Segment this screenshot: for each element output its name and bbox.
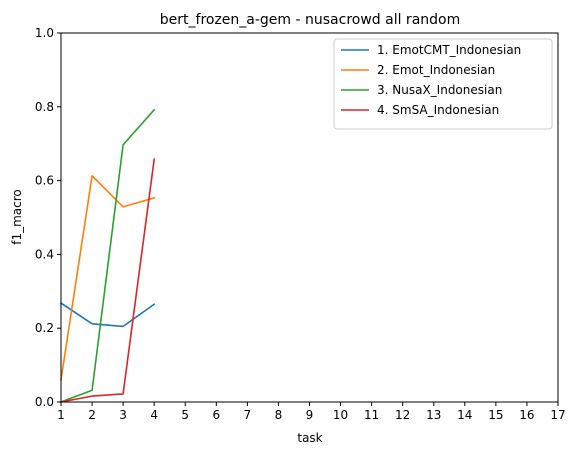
- y-tick-label: 0.4: [35, 247, 54, 261]
- legend-label-2: 2. Emot_Indonesian: [377, 63, 495, 77]
- y-tick-label: 0.2: [35, 321, 54, 335]
- series-line-1: [59, 301, 156, 328]
- x-tick-label: 17: [550, 408, 565, 422]
- legend-label-3: 3. NusaX_Indonesian: [377, 83, 502, 97]
- x-tick-label: 8: [275, 408, 283, 422]
- series-layer: [59, 108, 156, 404]
- x-tick-label: 5: [181, 408, 189, 422]
- x-tick-label: 9: [306, 408, 314, 422]
- x-tick-label: 15: [488, 408, 503, 422]
- x-tick-label: 4: [150, 408, 158, 422]
- legend-label-4: 4. SmSA_Indonesian: [377, 103, 499, 117]
- x-tick-label: 3: [119, 408, 127, 422]
- x-tick-label: 6: [212, 408, 220, 422]
- x-tick-label: 14: [457, 408, 472, 422]
- legend: 1. EmotCMT_Indonesian 2. Emot_Indonesian 3…: [333, 38, 553, 130]
- y-axis-label: f1_macro: [10, 189, 24, 245]
- y-tick-label: 1.0: [35, 26, 54, 40]
- x-tick-label: 12: [395, 408, 410, 422]
- chart-title: bert_frozen_a-gem - nusacrowd all random: [160, 12, 460, 28]
- ticks-layer: 1 2 3 4 5 6 7 8 9 10 11 12 13 14 15 16 170.00.20.40.60.8…: [35, 26, 566, 422]
- legend-label-1: 1. EmotCMT_Indonesian: [377, 43, 521, 57]
- y-tick-label: 0.0: [35, 395, 54, 409]
- x-tick-label: 7: [244, 408, 252, 422]
- series-line-2: [60, 175, 156, 381]
- x-tick-label: 2: [88, 408, 96, 422]
- series-line-4: [60, 158, 156, 403]
- series-line-3: [59, 108, 156, 404]
- x-tick-label: 10: [333, 408, 348, 422]
- y-tick-label: 0.8: [35, 100, 54, 114]
- legend-box: [333, 38, 553, 130]
- x-axis-label: task: [297, 431, 322, 445]
- y-tick-label: 0.6: [35, 174, 54, 188]
- plot-frame: [60, 32, 559, 403]
- x-tick-label: 11: [364, 408, 379, 422]
- x-tick-label: 13: [426, 408, 441, 422]
- x-tick-label: 1: [57, 408, 65, 422]
- x-tick-label: 16: [519, 408, 534, 422]
